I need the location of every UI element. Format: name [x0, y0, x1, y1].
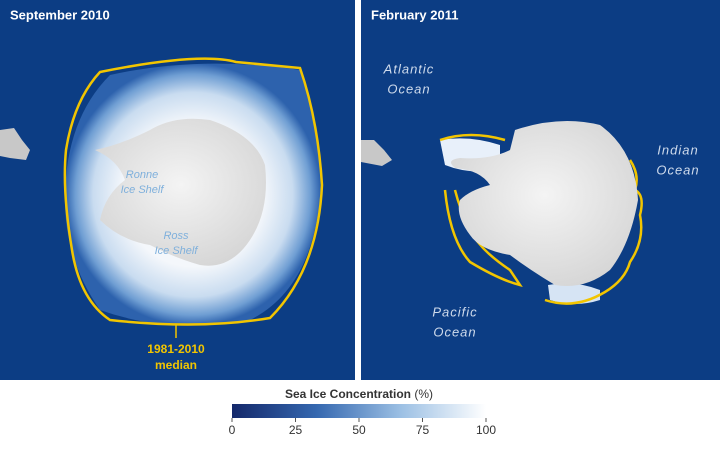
south-america: [0, 128, 30, 160]
map-label: Ice Shelf: [121, 184, 165, 196]
sea-ice: [548, 283, 600, 304]
median-label: 1981-2010: [147, 342, 205, 356]
median-label: median: [155, 358, 197, 372]
map-label: Ocean: [433, 324, 476, 339]
tick-label: 0: [229, 423, 236, 437]
median-outline: [439, 133, 643, 305]
map-label: Ocean: [387, 81, 430, 96]
colorbar-title-text: Sea Ice Concentration: [285, 387, 411, 401]
south-america: [361, 140, 392, 166]
tick-label: 75: [416, 423, 430, 437]
map-label: Pacific: [432, 304, 477, 319]
map-label: Ice Shelf: [155, 245, 199, 257]
map-label: Ronne: [126, 169, 158, 181]
map-panel: February 2011 Atlantic Ocean Indian Ocea…: [361, 0, 720, 380]
colorbar-unit: (%): [414, 387, 433, 401]
map-label: Indian: [657, 142, 698, 157]
antarctica: [95, 118, 266, 266]
colorbar-title: Sea Ice Concentration (%): [285, 387, 433, 401]
map-label: Ross: [163, 230, 189, 242]
map-panel: September 2010 Ronne Ice Shelf Ross Ice …: [0, 0, 355, 380]
antarctica: [451, 121, 638, 286]
panel-title: February 2011: [371, 7, 458, 22]
map-label: Ocean: [656, 162, 699, 177]
map-label: Atlantic: [383, 61, 435, 76]
colorbar: [232, 404, 486, 418]
median-outline: [63, 57, 324, 326]
tick-label: 50: [352, 423, 366, 437]
panel-title: September 2010: [10, 7, 110, 22]
tick-label: 25: [289, 423, 303, 437]
tick-label: 100: [476, 423, 496, 437]
